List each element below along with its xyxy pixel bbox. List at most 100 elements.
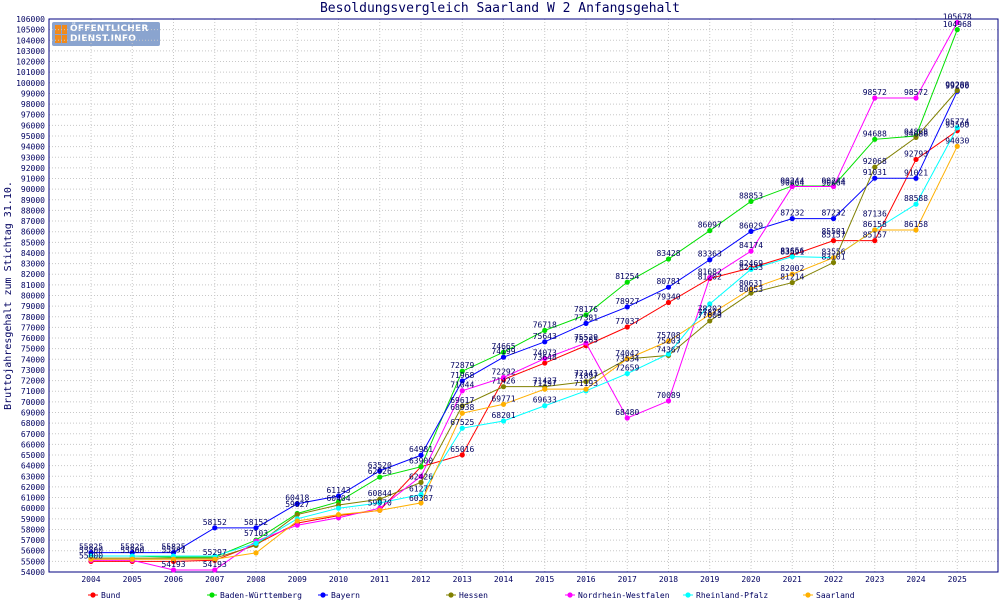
data-label: 86097 <box>698 221 722 230</box>
legend-label: Bayern <box>331 591 360 600</box>
data-point <box>954 27 960 33</box>
data-point <box>542 327 548 334</box>
y-tick-label: 105000 <box>16 26 45 35</box>
data-label: 61277 <box>409 485 433 494</box>
legend-swatch-marker <box>448 592 454 598</box>
data-point <box>583 340 589 346</box>
data-label: 82469 <box>739 259 763 268</box>
data-label: 73534 <box>615 354 639 363</box>
data-label: 63520 <box>368 461 392 470</box>
y-tick-label: 85000 <box>21 238 45 247</box>
data-label: 85157 <box>863 231 887 240</box>
data-label: 71897 <box>574 372 598 381</box>
data-label: 87232 <box>780 209 804 218</box>
data-point <box>748 266 754 272</box>
data-label: 77037 <box>615 317 639 326</box>
data-label: 60387 <box>409 494 433 503</box>
data-point <box>748 290 754 296</box>
data-point <box>459 368 465 374</box>
data-label: 105678 <box>943 12 972 21</box>
data-label: 75643 <box>533 332 557 341</box>
data-label: 83591 <box>780 247 804 256</box>
data-label: 74042 <box>615 349 639 358</box>
data-point <box>377 496 383 502</box>
data-label: 72141 <box>574 369 598 378</box>
legend-swatch-marker <box>567 592 573 598</box>
data-point <box>459 410 465 416</box>
data-point <box>129 556 135 562</box>
x-tick-label: 2010 <box>329 575 348 584</box>
data-point <box>500 354 507 360</box>
data-label: 63900 <box>409 457 433 466</box>
data-point <box>789 279 795 286</box>
data-point <box>665 351 672 357</box>
data-label: 78927 <box>615 297 639 306</box>
data-label: 80631 <box>739 279 763 288</box>
data-point <box>954 143 960 149</box>
y-tick-label: 75000 <box>21 345 45 354</box>
data-label: 94030 <box>945 136 969 145</box>
data-point <box>542 386 548 392</box>
data-label: 74367 <box>656 345 680 354</box>
y-tick-label: 99000 <box>21 89 45 98</box>
data-label: 90244 <box>821 177 845 186</box>
data-label: 55825 <box>161 543 185 552</box>
data-label: 71968 <box>450 371 474 380</box>
data-label: 90064 <box>780 178 804 187</box>
y-tick-label: 73000 <box>21 366 45 375</box>
data-label: 69633 <box>533 396 557 405</box>
data-point <box>913 134 919 140</box>
data-label: 95500 <box>945 121 969 130</box>
data-point <box>748 198 754 204</box>
data-point <box>583 379 589 385</box>
data-point <box>294 511 300 518</box>
data-label: 98572 <box>863 88 887 97</box>
data-point <box>88 556 94 562</box>
y-tick-label: 58000 <box>21 525 45 534</box>
data-point <box>707 275 713 281</box>
data-label: 90244 <box>780 177 804 186</box>
y-tick-label: 74000 <box>21 355 45 364</box>
series-line <box>91 91 958 554</box>
x-tick-label: 2013 <box>453 575 472 584</box>
data-point <box>789 254 795 260</box>
y-tick-label: 70000 <box>21 398 45 407</box>
data-label: 60418 <box>285 494 309 503</box>
data-label: 68480 <box>615 408 639 417</box>
data-point <box>459 388 465 394</box>
y-tick-label: 60000 <box>21 504 45 513</box>
data-point <box>707 257 713 263</box>
data-point <box>377 474 383 480</box>
data-label: 62926 <box>368 467 392 476</box>
x-tick-label: 2007 <box>205 575 224 584</box>
data-point <box>335 505 342 511</box>
y-tick-label: 76000 <box>21 334 45 343</box>
y-axis-label: Bruttojahresgehalt zum Stichtag 31.10. <box>3 181 14 410</box>
y-tick-label: 90000 <box>21 185 45 194</box>
data-point <box>583 320 589 326</box>
data-label: 71044 <box>450 381 474 390</box>
data-label: 72659 <box>615 364 639 373</box>
data-point <box>913 156 919 163</box>
data-label: 75529 <box>574 333 598 342</box>
y-tick-label: 67000 <box>21 430 45 439</box>
legend-swatch-marker <box>805 592 811 598</box>
logo-line-2: DIENST.INFO <box>70 34 137 44</box>
data-point <box>212 567 218 573</box>
y-tick-label: 101000 <box>16 68 45 77</box>
data-point <box>665 398 672 404</box>
y-tick-label: 78000 <box>21 313 45 322</box>
legend-swatch-marker <box>209 592 215 598</box>
data-point <box>459 425 465 431</box>
data-point <box>954 19 960 26</box>
data-label: 82002 <box>780 264 804 273</box>
y-tick-label: 79000 <box>21 302 45 311</box>
legend-label: Nordrhein-Westfalen <box>578 591 670 600</box>
y-tick-label: 65000 <box>21 451 45 460</box>
data-label: 82133 <box>739 263 763 272</box>
legend-label: Bund <box>101 591 120 600</box>
data-label: 75285 <box>574 336 598 345</box>
y-tick-label: 102000 <box>16 58 45 67</box>
x-tick-label: 2004 <box>81 575 100 584</box>
data-label: 71197 <box>533 379 557 388</box>
